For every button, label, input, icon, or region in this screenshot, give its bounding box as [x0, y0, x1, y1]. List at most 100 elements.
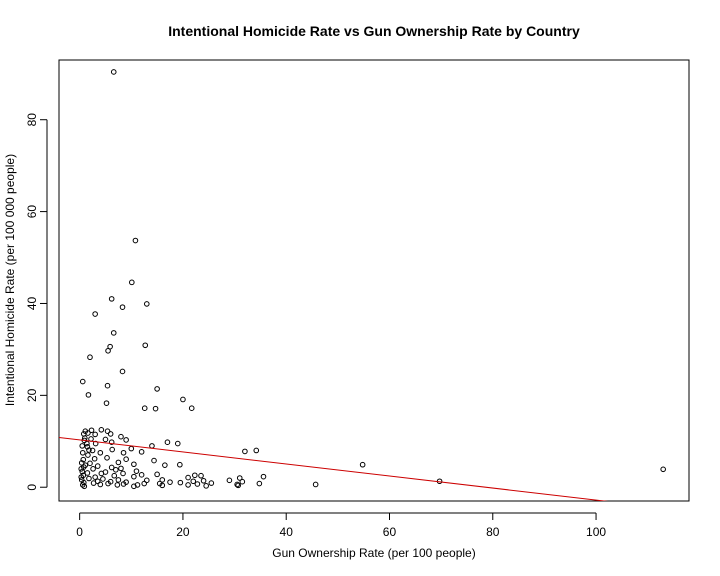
data-point	[118, 433, 124, 440]
data-point	[185, 474, 191, 481]
data-point	[115, 477, 122, 483]
x-tick-label: 40	[280, 525, 294, 539]
data-point	[90, 480, 97, 486]
data-point	[151, 457, 157, 464]
data-point	[192, 472, 198, 479]
data-point	[79, 443, 86, 449]
data-point	[105, 480, 111, 487]
data-point	[81, 483, 88, 490]
y-axis-label: Intentional Homicide Rate (per 100 000 p…	[3, 154, 17, 406]
regression-line	[59, 436, 609, 501]
data-point	[86, 447, 92, 453]
data-point	[234, 481, 240, 488]
data-point	[87, 354, 93, 361]
data-point	[78, 474, 85, 480]
data-point	[102, 436, 109, 443]
data-point	[141, 405, 148, 412]
data-point	[120, 470, 126, 477]
data-point	[79, 468, 86, 475]
data-point	[256, 480, 263, 487]
data-point	[92, 311, 98, 317]
x-axis-label: Gun Ownership Rate (per 100 people)	[272, 546, 475, 560]
data-point	[85, 452, 91, 458]
data-point	[138, 472, 145, 478]
data-point	[312, 481, 319, 488]
data-point	[119, 304, 126, 310]
data-point	[80, 456, 87, 463]
data-point	[118, 465, 124, 472]
data-point	[108, 464, 115, 471]
data-point	[123, 437, 129, 443]
data-point	[359, 461, 366, 468]
data-point	[177, 461, 183, 468]
data-point	[104, 382, 111, 389]
data-point	[131, 483, 137, 490]
data-point	[115, 459, 122, 466]
data-point	[110, 69, 117, 75]
x-tick-label: 80	[486, 525, 500, 539]
data-point	[129, 279, 135, 286]
data-point	[138, 449, 145, 455]
data-point	[85, 392, 92, 398]
data-point	[92, 474, 98, 480]
data-point	[108, 439, 115, 446]
x-tick-label: 60	[383, 525, 397, 539]
data-point	[131, 473, 137, 480]
data-point	[190, 478, 197, 485]
data-point	[203, 483, 209, 489]
regression-line-group	[59, 436, 609, 501]
data-point	[260, 473, 267, 480]
plot-frame	[58, 59, 690, 502]
data-point	[149, 443, 155, 449]
data-point	[98, 470, 105, 477]
data-point	[185, 482, 191, 488]
x-tick-label: 20	[176, 525, 190, 539]
data-point	[167, 479, 173, 485]
data-point	[84, 443, 91, 450]
y-axis: 0 20 40 60 80	[25, 113, 48, 491]
data-point	[188, 405, 195, 412]
data-point	[107, 431, 114, 437]
data-point	[123, 456, 129, 462]
data-point	[253, 447, 260, 454]
chart-title: Intentional Homicide Rate vs Gun Ownersh…	[168, 23, 580, 39]
data-point	[128, 445, 135, 452]
data-point	[79, 449, 86, 456]
x-axis: 0 20 40 60 80 100	[76, 512, 606, 539]
data-point	[132, 237, 139, 244]
data-point	[88, 427, 95, 434]
y-tick-label: 60	[25, 205, 39, 219]
data-point	[85, 430, 91, 436]
data-point	[111, 472, 118, 479]
x-tick-label: 100	[586, 525, 606, 539]
data-point	[119, 368, 126, 375]
data-point	[89, 447, 96, 454]
data-point	[120, 449, 127, 456]
data-point	[78, 466, 85, 472]
data-point	[94, 463, 101, 469]
data-point	[208, 480, 215, 486]
data-point	[87, 460, 93, 467]
y-tick-label: 0	[25, 484, 39, 491]
data-point	[154, 386, 160, 392]
data-point	[226, 477, 233, 484]
data-point	[141, 480, 148, 487]
data-point	[177, 479, 184, 486]
data-point	[159, 482, 166, 489]
data-point	[100, 476, 106, 482]
data-point	[236, 475, 243, 481]
data-point	[242, 448, 248, 455]
data-point	[104, 455, 110, 461]
data-point	[86, 475, 92, 482]
y-tick-label: 40	[25, 296, 39, 310]
x-tick-label: 0	[76, 525, 83, 539]
data-point	[142, 342, 149, 349]
data-point	[114, 482, 121, 488]
data-point	[174, 440, 181, 447]
data-point	[660, 466, 666, 473]
data-point	[235, 482, 241, 489]
data-points	[78, 69, 666, 490]
data-point	[97, 449, 104, 456]
data-point	[194, 481, 201, 487]
